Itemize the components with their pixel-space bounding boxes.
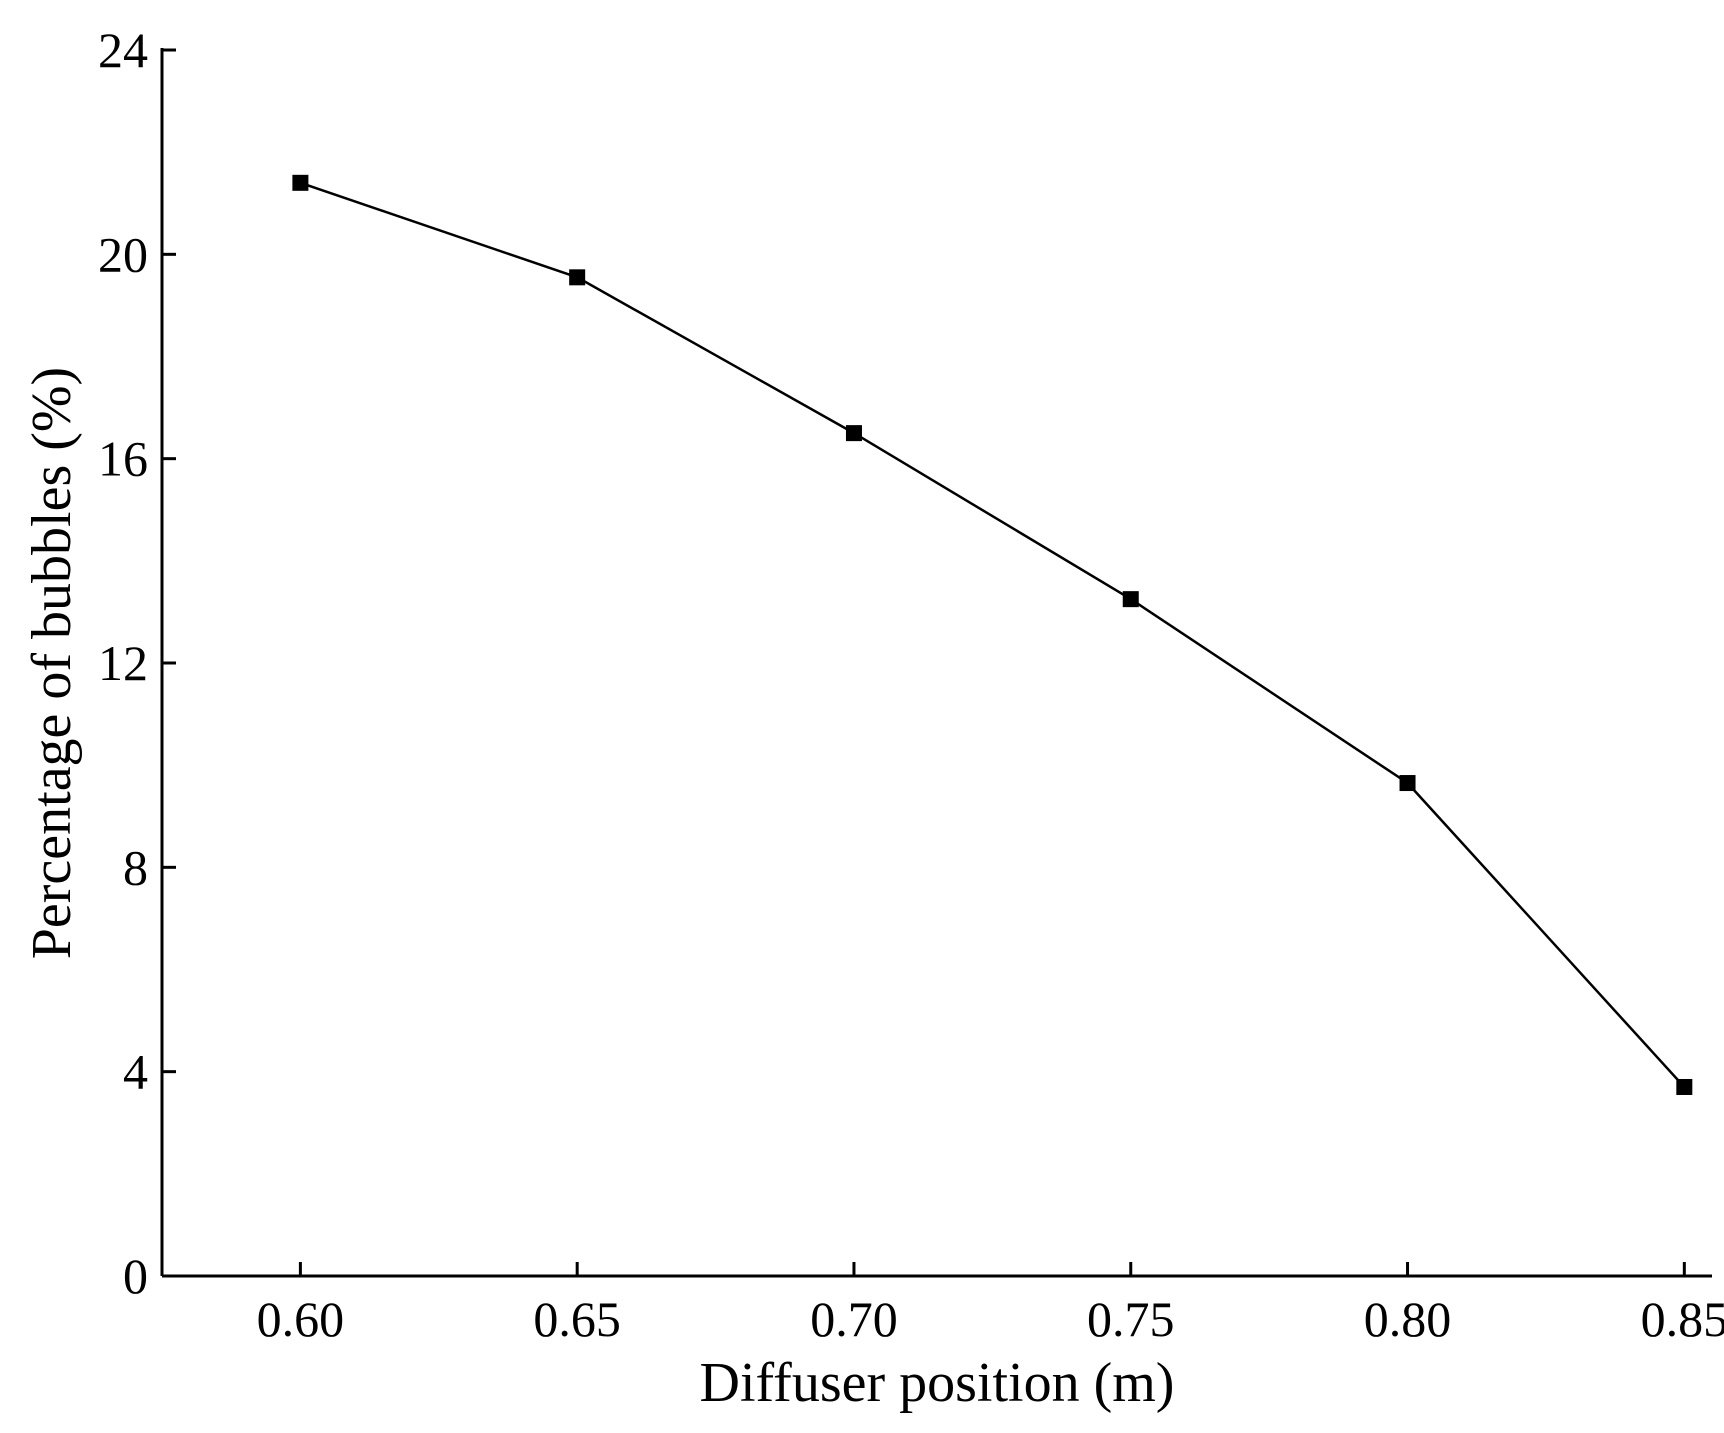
y-tick-label: 0 [123,1248,148,1304]
data-point-marker [1676,1078,1693,1095]
y-tick-label: 20 [98,226,148,282]
series-markers [292,174,1693,1095]
series-line [299,181,1686,1088]
y-ticks: 0 4 8 12 16 20 24 [98,22,176,1304]
plot-area [292,174,1693,1095]
data-point-marker [1122,591,1139,608]
x-tick-label: 0.70 [810,1291,898,1347]
data-point-marker [569,269,586,286]
x-ticks: 0.60 0.65 0.70 0.75 0.80 0.85 [257,1262,1724,1347]
x-tick-label: 0.85 [1641,1291,1724,1347]
data-point-marker [292,174,309,191]
x-tick-label: 0.65 [533,1291,621,1347]
y-tick-label: 24 [98,22,148,78]
data-point-marker [845,425,862,442]
x-tick-label: 0.80 [1364,1291,1452,1347]
axes: 0 4 8 12 16 20 24 0.60 0.65 0.70 0.75 0.80 0.85 [98,22,1724,1347]
x-tick-label: 0.60 [257,1291,345,1347]
x-tick-label: 0.75 [1087,1291,1175,1347]
y-tick-label: 16 [98,431,148,487]
y-tick-label: 4 [123,1044,148,1100]
data-point-marker [1399,775,1416,792]
y-axis-title: Percentage of bubbles (%) [21,367,83,959]
x-axis-title: Diffuser position (m) [700,1352,1175,1414]
y-tick-label: 8 [123,839,148,895]
y-tick-label: 12 [98,635,148,691]
